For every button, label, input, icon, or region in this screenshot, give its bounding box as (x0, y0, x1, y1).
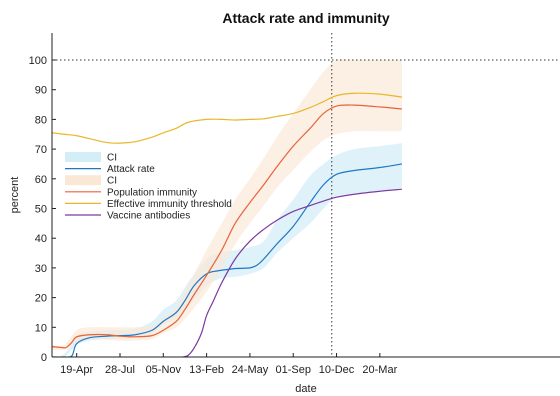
legend-vaccine-antibodies: Vaccine antibodies (65, 211, 190, 222)
y-tick-label: 70 (35, 144, 47, 156)
effective-immunity-threshold-line (52, 92, 403, 144)
y-tick-label: 100 (29, 55, 47, 67)
legend-label: Vaccine antibodies (107, 211, 190, 222)
legend-attack-rate: Attack rate (65, 164, 155, 175)
legend-label: Effective immunity threshold (107, 199, 232, 210)
x-tick-label: 24-May (232, 364, 269, 376)
population-immunity-line (52, 104, 402, 349)
legend-population-ci: CI (65, 175, 117, 187)
x-tick-label: 10-Dec (319, 364, 355, 376)
x-tick-label: 05-Nov (146, 364, 182, 376)
x-tick-label: 01-Sep (275, 364, 310, 376)
legend-swatch (65, 152, 101, 162)
legend-label: Attack rate (107, 164, 155, 175)
axes (51, 33, 560, 358)
population-immunity-ci-band (52, 59, 402, 351)
x-tick-label: 13-Feb (189, 364, 224, 376)
y-tick-label: 0 (41, 352, 47, 364)
x-tick-label: 19-Apr (60, 364, 93, 376)
x-tick-label: 20-Mar (362, 364, 397, 376)
legend-population-immunity: Population immunity (65, 187, 197, 198)
y-tick-label: 20 (35, 293, 47, 305)
y-tick-label: 40 (35, 233, 47, 245)
x-axis-label: date (295, 383, 316, 395)
legend-label: CI (107, 153, 117, 164)
chart-title: Attack rate and immunity (222, 10, 389, 26)
legend-effective-threshold: Effective immunity threshold (65, 199, 232, 210)
y-ticks: 0 10 20 30 40 50 60 70 80 90 100 (29, 55, 56, 364)
x-tick-label: 28-Jul (105, 364, 135, 376)
legend-label: CI (107, 176, 117, 187)
y-tick-label: 10 (35, 322, 47, 334)
legend-swatch (65, 175, 101, 186)
vaccine-antibodies-line (182, 188, 402, 357)
y-tick-label: 60 (35, 174, 47, 186)
y-tick-label: 50 (35, 204, 47, 216)
y-tick-label: 90 (35, 85, 47, 97)
legend-label: Population immunity (107, 187, 197, 198)
attack-rate-line (52, 163, 403, 357)
legend-attack-ci: CI (65, 152, 117, 164)
y-tick-label: 80 (35, 114, 47, 126)
series-lines (52, 92, 403, 357)
x-ticks: 19-Apr 28-Jul 05-Nov 13-Feb 24-May 01-Sep 10-D… (60, 353, 398, 376)
y-tick-label: 30 (35, 263, 47, 275)
y-axis-label: percent (9, 177, 21, 214)
reference-lines (52, 33, 560, 357)
